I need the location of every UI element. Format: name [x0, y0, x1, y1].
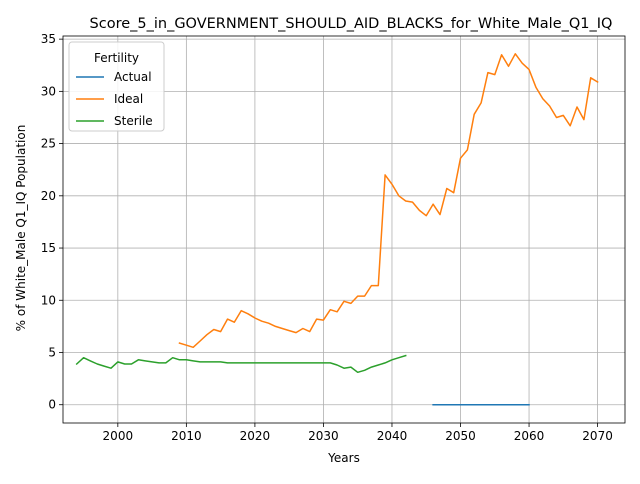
x-tick-label: 2040: [377, 429, 408, 443]
x-tick-label: 2030: [308, 429, 339, 443]
x-tick-label: 2060: [514, 429, 545, 443]
x-tick-label: 2020: [240, 429, 271, 443]
x-tick-label: 2070: [582, 429, 613, 443]
legend-label-sterile: Sterile: [114, 114, 153, 128]
plot-frame: [62, 35, 626, 424]
legend-label-actual: Actual: [114, 70, 152, 84]
legend: Fertility Actual Ideal Sterile: [68, 41, 165, 132]
y-tick-label: 5: [48, 345, 56, 359]
x-tick-label: 2000: [103, 429, 134, 443]
y-tick-label: 20: [41, 189, 56, 203]
gridlines: [63, 36, 625, 423]
legend-entries: Actual Ideal Sterile: [76, 70, 153, 128]
y-tick-label: 0: [48, 398, 56, 412]
series-line-ideal: [178, 53, 599, 349]
y-axis-label: % of White_Male Q1_IQ Population: [14, 125, 28, 332]
x-tick-label: 2050: [445, 429, 476, 443]
x-tick-label: 2010: [171, 429, 202, 443]
legend-title: Fertility: [94, 51, 139, 65]
y-tick-label: 15: [41, 241, 56, 255]
x-axis-label: Years: [327, 451, 360, 465]
legend-box: [68, 41, 165, 132]
series-lines: [75, 53, 599, 406]
series-line-sterile: [75, 354, 407, 374]
legend-label-ideal: Ideal: [114, 92, 143, 106]
y-tick-label: 10: [41, 293, 56, 307]
y-tick-label: 30: [41, 84, 56, 98]
y-tick-label: 25: [41, 137, 56, 151]
y-tick-label: 35: [41, 32, 56, 46]
y-axis-ticks: 0 5 10 15 20 25 30 35: [41, 32, 63, 412]
x-axis-ticks: 2000 2010 2020 2030 2040 2050 2060 2070: [103, 423, 613, 443]
chart-title: Score_5_in_GOVERNMENT_SHOULD_AID_BLACKS_…: [90, 16, 613, 32]
